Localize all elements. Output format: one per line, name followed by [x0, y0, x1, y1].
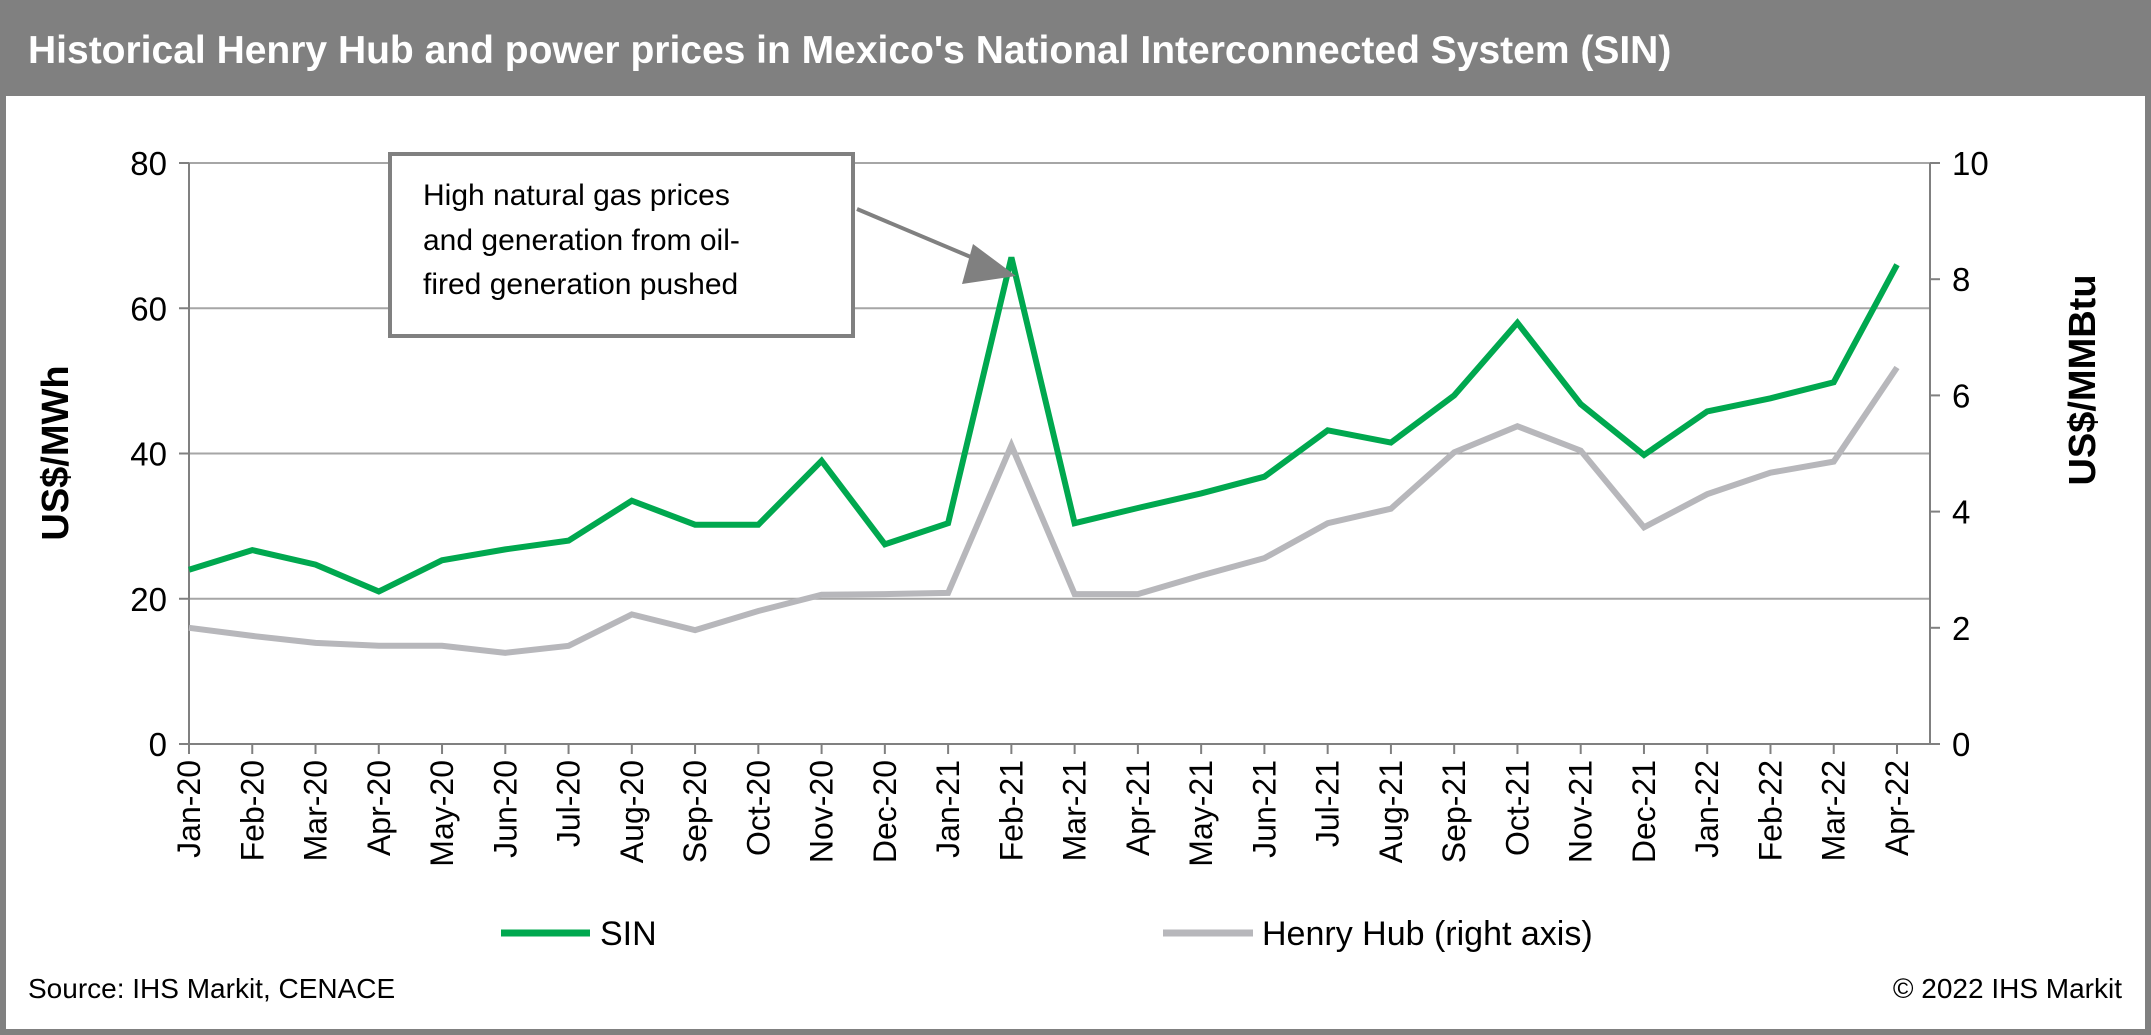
annotation: High natural gas prices and generation f…	[388, 152, 1016, 338]
copyright-note: © 2022 IHS Markit	[1893, 973, 2122, 1004]
y-tick-label-right: 6	[1952, 377, 1970, 414]
x-tick-label: Mar-21	[1057, 760, 1093, 861]
x-tick-label: Oct-20	[740, 760, 776, 856]
x-tick-label: Mar-22	[1816, 760, 1852, 861]
y-tick-label-right: 10	[1952, 145, 1989, 182]
x-tick-label: Sep-20	[677, 760, 713, 863]
x-tick-label: Feb-21	[993, 760, 1029, 861]
x-tick-label: Mar-20	[298, 760, 334, 861]
annotation-arrowhead-icon	[962, 244, 1016, 284]
series-line-sin	[188, 256, 1900, 595]
x-tick-label: Apr-21	[1120, 760, 1156, 856]
y-tick-label-right: 2	[1952, 610, 1970, 647]
axes: 0 20 40 60 80 0 2 4 6 8 10	[130, 145, 1988, 763]
chart-title: Historical Henry Hub and power prices in…	[28, 29, 1671, 72]
series-lines	[188, 256, 1900, 656]
x-tick-label: Aug-20	[614, 760, 650, 863]
x-tick-label: Jan-22	[1689, 760, 1725, 858]
x-tick-label: Oct-21	[1499, 760, 1535, 856]
x-tick-label: Nov-20	[804, 760, 840, 863]
x-tick-label: Feb-20	[234, 760, 270, 861]
x-tick-label: Nov-21	[1563, 760, 1599, 863]
y-tick-label-right: 4	[1952, 494, 1970, 531]
x-tick-label: Aug-21	[1373, 760, 1409, 863]
x-tick-label: Apr-22	[1879, 760, 1915, 856]
x-tick-label: Sep-21	[1436, 760, 1472, 863]
y-tick-label-left: 20	[130, 581, 167, 618]
x-tick-label: Jul-20	[551, 760, 587, 847]
y-tick-label-left: 80	[130, 145, 167, 182]
y-tick-label-left: 40	[130, 436, 167, 473]
annotation-line-1: High natural gas prices	[423, 179, 730, 212]
title-bar	[0, 0, 2151, 96]
annotation-arrow-line	[856, 207, 986, 265]
annotation-line-3: fired generation pushed	[423, 268, 738, 301]
x-tick-label: Jan-20	[171, 760, 207, 858]
x-tick-label: Jan-21	[930, 760, 966, 858]
legend: SIN Henry Hub (right axis)	[501, 915, 1593, 953]
annotation-line-2: and generation from oil-	[423, 224, 740, 257]
x-tick-label: Dec-20	[867, 760, 903, 863]
series-line-henry-hub	[188, 365, 1900, 656]
source-note: Source: IHS Markit, CENACE	[28, 973, 395, 1004]
y-tick-label-left: 60	[130, 290, 167, 327]
x-tick-label: Jun-20	[487, 760, 523, 858]
legend-label-sin: SIN	[600, 915, 657, 953]
y-tick-label-right: 0	[1952, 726, 1970, 763]
annotation-box	[388, 152, 855, 338]
y-axis-label-right: US$/MMBtu	[2062, 274, 2104, 485]
y-tick-label-left: 0	[149, 726, 167, 763]
y-axis-label-left: US$/MWh	[35, 365, 77, 540]
y-tick-label-right: 8	[1952, 261, 1970, 298]
legend-label-henry-hub: Henry Hub (right axis)	[1262, 915, 1593, 953]
x-tick-label: May-20	[424, 760, 460, 867]
x-tick-label: May-21	[1183, 760, 1219, 867]
x-tick-labels: Jan-20 Feb-20 Mar-20 Apr-20 May-20 Jun-20 Jul-…	[171, 760, 1915, 867]
x-tick-label: Jul-21	[1310, 760, 1346, 847]
x-tick-label: Dec-21	[1626, 760, 1662, 863]
x-tick-label: Feb-22	[1752, 760, 1788, 861]
x-tick-label: Jun-21	[1246, 760, 1282, 858]
x-tick-label: Apr-20	[361, 760, 397, 856]
